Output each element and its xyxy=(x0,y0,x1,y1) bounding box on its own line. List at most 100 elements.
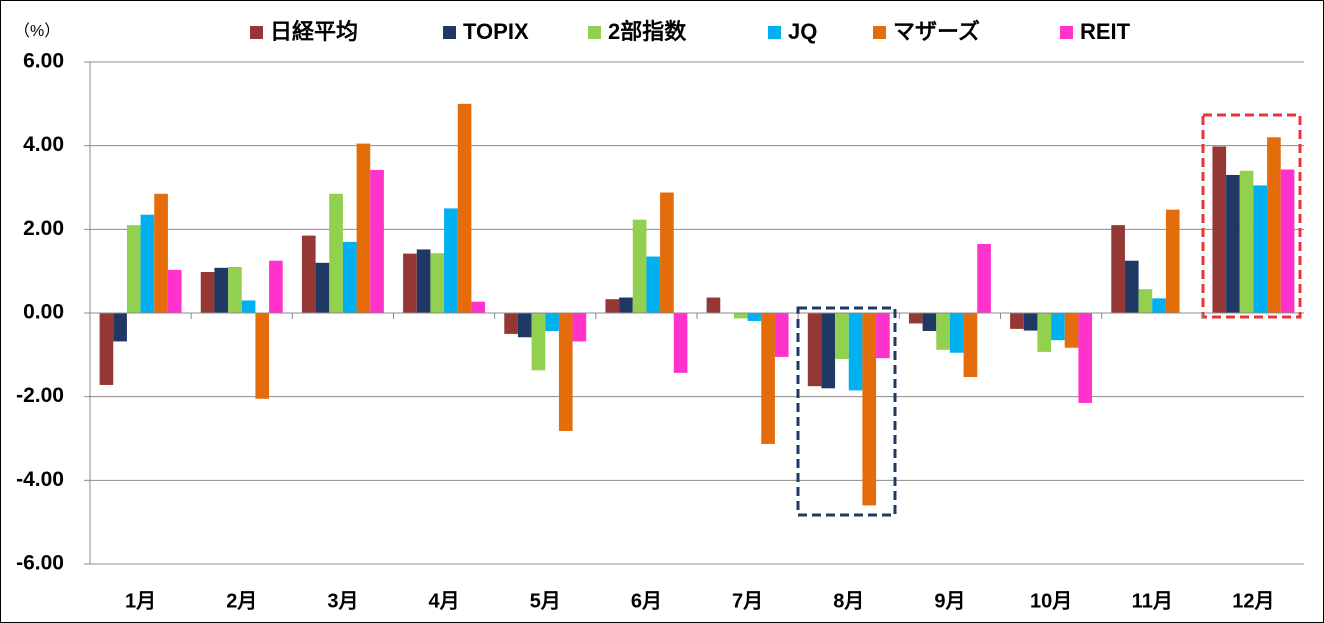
bar xyxy=(632,219,647,313)
bar xyxy=(949,313,964,353)
bar xyxy=(531,313,546,371)
bar xyxy=(1280,169,1295,313)
legend-swatch xyxy=(768,26,781,39)
x-tick-label: 1月 xyxy=(125,590,156,612)
y-tick-label: 2.00 xyxy=(23,217,64,240)
x-tick-label: 10月 xyxy=(1030,590,1072,612)
y-tick-label: -4.00 xyxy=(16,468,64,491)
legend-label: 日経平均 xyxy=(270,19,358,44)
bar xyxy=(430,253,445,313)
x-tick-label: 2月 xyxy=(226,590,257,612)
bar xyxy=(774,313,789,357)
bar xyxy=(154,193,168,313)
legend-swatch xyxy=(250,26,263,39)
bar xyxy=(1212,146,1227,313)
legend-swatch xyxy=(1060,26,1073,39)
bar xyxy=(471,301,486,313)
bar xyxy=(329,193,343,313)
bar xyxy=(1023,313,1038,331)
bar xyxy=(370,169,384,313)
bar xyxy=(619,297,633,313)
bar xyxy=(1152,298,1166,313)
bar xyxy=(922,313,937,331)
bar xyxy=(167,269,182,313)
bar xyxy=(342,241,357,313)
y-axis-label: （%） xyxy=(14,22,60,40)
bar xyxy=(255,313,270,399)
bar xyxy=(241,300,256,313)
bar xyxy=(848,313,863,391)
bar xyxy=(269,260,283,313)
bar xyxy=(517,313,532,338)
bar xyxy=(1165,209,1180,313)
bar xyxy=(1138,289,1153,313)
bar xyxy=(228,266,242,313)
legend-label: 2部指数 xyxy=(608,19,687,44)
bar xyxy=(963,313,978,378)
legend-label: JQ xyxy=(788,19,817,44)
bar xyxy=(356,143,371,313)
bar xyxy=(1010,313,1024,329)
bar xyxy=(558,313,573,431)
bar xyxy=(504,313,518,334)
legend-swatch xyxy=(443,26,456,39)
bar xyxy=(1051,313,1065,341)
bar xyxy=(908,313,923,324)
bar xyxy=(126,225,141,313)
bar xyxy=(99,313,114,385)
bar xyxy=(214,267,229,313)
bar xyxy=(1037,313,1052,352)
legend-swatch xyxy=(588,26,601,39)
y-tick-label: 0.00 xyxy=(23,301,64,324)
bar xyxy=(113,313,127,342)
bar xyxy=(315,262,330,313)
bar xyxy=(457,103,472,313)
bar xyxy=(807,313,822,387)
x-tick-label: 4月 xyxy=(429,590,460,612)
bar xyxy=(646,256,661,313)
bar xyxy=(301,235,316,313)
bar xyxy=(660,192,674,313)
x-tick-label: 5月 xyxy=(530,590,561,612)
bar xyxy=(835,313,849,360)
bar xyxy=(545,313,559,331)
bar xyxy=(862,313,877,506)
bar xyxy=(977,243,991,313)
bar xyxy=(876,313,890,359)
bar xyxy=(747,313,762,321)
x-tick-label: 9月 xyxy=(934,590,965,612)
bar xyxy=(821,313,836,389)
bar xyxy=(1111,225,1125,313)
bar xyxy=(1267,137,1281,313)
y-tick-label: 4.00 xyxy=(23,133,64,156)
y-tick-label: -2.00 xyxy=(16,384,64,407)
legend-label: TOPIX xyxy=(463,19,529,44)
x-tick-label: 11月 xyxy=(1132,590,1173,612)
bar xyxy=(444,208,458,313)
x-tick-label: 3月 xyxy=(327,590,358,612)
bar xyxy=(200,272,215,313)
x-tick-label: 8月 xyxy=(833,590,864,612)
y-tick-label: 6.00 xyxy=(23,50,64,73)
highlight-box xyxy=(796,306,897,517)
highlight-box xyxy=(1201,113,1302,319)
bar xyxy=(1124,260,1139,313)
x-tick-label: 7月 xyxy=(732,590,763,612)
bar xyxy=(733,313,748,319)
bar xyxy=(1078,313,1093,403)
legend-label: REIT xyxy=(1080,19,1131,44)
bar xyxy=(936,313,950,350)
bar xyxy=(605,299,620,313)
bar xyxy=(1226,174,1240,313)
bar xyxy=(403,253,417,313)
bar xyxy=(1253,185,1268,313)
bar xyxy=(1239,170,1254,313)
bar xyxy=(416,249,431,313)
x-tick-label: 12月 xyxy=(1232,590,1274,612)
y-tick-label: -6.00 xyxy=(16,552,64,575)
bar xyxy=(706,297,721,313)
legend-label: マザーズ xyxy=(893,19,980,44)
legend-swatch xyxy=(873,26,886,39)
bar xyxy=(761,313,775,444)
